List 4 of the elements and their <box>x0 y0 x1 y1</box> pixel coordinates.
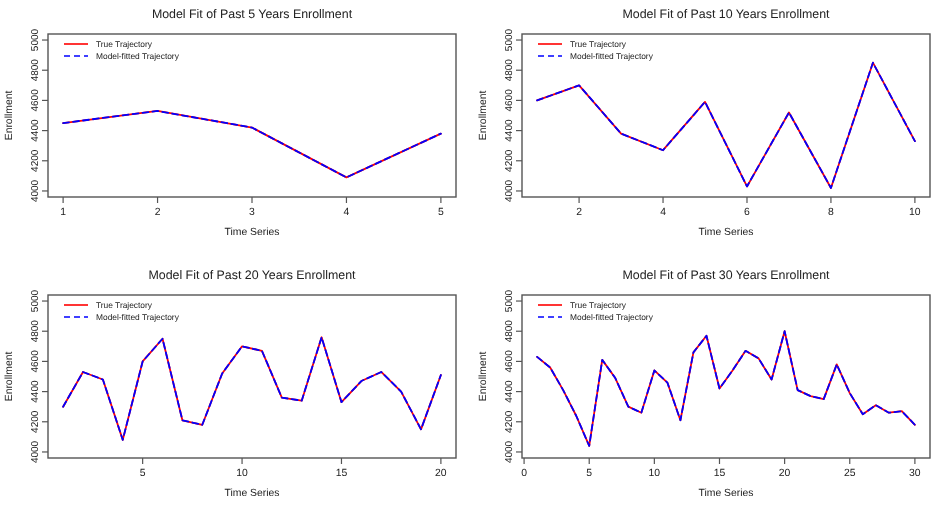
line-series <box>62 110 442 179</box>
line-series <box>536 61 916 189</box>
line-series <box>62 336 442 441</box>
line-series <box>536 330 916 447</box>
